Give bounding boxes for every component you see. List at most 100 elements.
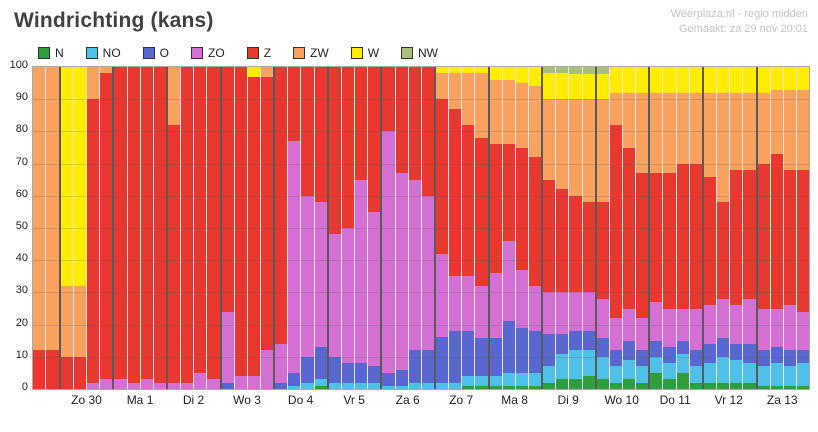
stacked-bar[interactable] [529, 67, 542, 389]
stacked-bar[interactable] [623, 67, 637, 389]
stacked-bar[interactable] [207, 67, 220, 389]
legend-item-no[interactable]: NO [85, 46, 121, 60]
stacked-bar[interactable] [221, 67, 235, 389]
stacked-bar[interactable] [408, 67, 422, 389]
stacked-bar[interactable] [796, 67, 810, 389]
stacked-bar[interactable] [382, 67, 396, 389]
stacked-bar[interactable] [395, 67, 409, 389]
bar-segment-n [462, 385, 475, 389]
stacked-bar[interactable] [475, 67, 488, 389]
stacked-bar[interactable] [247, 67, 262, 389]
legend-item-n[interactable]: N [38, 46, 64, 60]
stacked-bar[interactable] [556, 67, 570, 389]
legend: N NO O ZO Z ZW W NW [38, 44, 818, 62]
legend-item-w[interactable]: W [350, 46, 379, 60]
bar-segment-n [502, 385, 515, 389]
stacked-bar[interactable] [717, 67, 731, 389]
legend-item-z[interactable]: Z [246, 46, 271, 60]
stacked-bar[interactable] [234, 67, 248, 389]
stacked-bar[interactable] [650, 67, 664, 389]
bar-segment-z [127, 67, 140, 383]
stacked-bar[interactable] [127, 67, 141, 389]
bar-segment-z [650, 173, 663, 303]
bar-segment-no [609, 366, 623, 383]
stacked-bar[interactable] [515, 67, 530, 389]
stacked-bar[interactable] [60, 67, 74, 389]
stacked-bar[interactable] [100, 67, 113, 389]
stacked-bar[interactable] [140, 67, 154, 389]
stacked-bar[interactable] [181, 67, 195, 389]
stacked-bar[interactable] [435, 67, 450, 389]
stacked-bar[interactable] [676, 67, 690, 389]
day-group [757, 67, 810, 389]
stacked-bar[interactable] [421, 67, 434, 389]
stacked-bar[interactable] [543, 67, 557, 389]
bar-segment-z [676, 163, 689, 309]
bar-segment-n [582, 376, 595, 389]
stacked-bar[interactable] [689, 67, 702, 389]
stacked-bar[interactable] [462, 67, 476, 389]
bar-segment-o [502, 321, 515, 373]
stacked-bar[interactable] [87, 67, 101, 389]
stacked-bar[interactable] [636, 67, 649, 389]
bar-segment-zo [181, 382, 194, 389]
stacked-bar[interactable] [596, 67, 610, 389]
stacked-bar[interactable] [730, 67, 744, 389]
bar-segment-o [314, 347, 327, 380]
stacked-bar[interactable] [569, 67, 583, 389]
legend-item-zw[interactable]: ZW [293, 46, 329, 60]
legend-item-o[interactable]: O [142, 46, 169, 60]
bar-segment-o [676, 340, 689, 354]
stacked-bar[interactable] [46, 67, 59, 389]
legend-item-nw[interactable]: NW [401, 46, 438, 60]
bar-segment-n [556, 379, 569, 389]
bar-segment-zw [73, 285, 87, 357]
bar-segment-z [743, 170, 756, 299]
stacked-bar[interactable] [33, 67, 47, 389]
bar-segment-z [783, 170, 796, 306]
stacked-bar[interactable] [328, 67, 342, 389]
stacked-bar[interactable] [609, 67, 624, 389]
stacked-bar[interactable] [757, 67, 771, 389]
stacked-bar[interactable] [153, 67, 167, 389]
bar-segment-no [770, 363, 783, 386]
stacked-bar[interactable] [743, 67, 756, 389]
stacked-bar[interactable] [261, 67, 274, 389]
stacked-bar[interactable] [341, 67, 356, 389]
legend-swatch-no [85, 47, 98, 59]
y-tick-label: 0 [21, 381, 28, 393]
x-tick-label: Do 11 [659, 393, 691, 407]
stacked-bar[interactable] [167, 67, 182, 389]
stacked-bar[interactable] [73, 67, 88, 389]
bar-segment-no [328, 382, 341, 389]
legend-item-zo[interactable]: ZO [191, 46, 225, 60]
stacked-bar[interactable] [663, 67, 677, 389]
bar-segment-no [395, 385, 408, 389]
stacked-bar[interactable] [770, 67, 784, 389]
bar-segment-zo [462, 276, 475, 332]
stacked-bar[interactable] [301, 67, 315, 389]
stacked-bar[interactable] [114, 67, 128, 389]
stacked-bar[interactable] [502, 67, 516, 389]
bar-segment-nw [543, 67, 556, 74]
stacked-bar[interactable] [288, 67, 302, 389]
bar-segment-zw [435, 73, 449, 100]
bar-segment-z [328, 67, 341, 235]
stacked-bar[interactable] [368, 67, 381, 389]
stacked-bar[interactable] [449, 67, 463, 389]
stacked-bar[interactable] [783, 67, 797, 389]
bar-segment-o [435, 337, 449, 383]
stacked-bar[interactable] [355, 67, 369, 389]
stacked-bar[interactable] [703, 67, 718, 389]
bar-segment-z [114, 67, 127, 380]
stacked-bar[interactable] [275, 67, 289, 389]
bar-segment-zo [556, 292, 569, 335]
bar-segment-z [489, 144, 502, 274]
stacked-bar[interactable] [582, 67, 595, 389]
day-group [60, 67, 115, 389]
bar-segment-z [689, 163, 702, 309]
stacked-bar[interactable] [194, 67, 208, 389]
stacked-bar[interactable] [314, 67, 327, 389]
bar-segment-no [703, 363, 717, 383]
stacked-bar[interactable] [489, 67, 503, 389]
